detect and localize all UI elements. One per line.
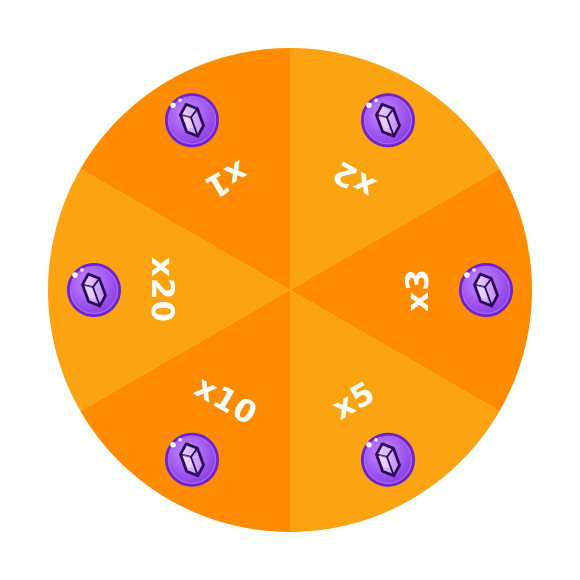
segment-multiplier-label: x3 — [400, 268, 436, 312]
wheel-segment-x20 — [47, 169, 290, 411]
purple-gem-coin-icon — [359, 91, 417, 149]
wheel-segment-x2 — [290, 48, 500, 290]
wheel-segment-x3 — [290, 169, 532, 411]
purple-gem-coin-icon — [359, 431, 417, 489]
segment-multiplier-label: x20 — [144, 257, 180, 323]
wheel-segment-x1 — [80, 48, 291, 290]
purple-gem-coin-icon — [457, 261, 515, 319]
purple-gem-coin-icon — [65, 261, 123, 319]
wheel-segment-x10 — [80, 290, 291, 532]
purple-gem-coin-icon — [163, 431, 221, 489]
wheel-segment-x5 — [290, 290, 500, 532]
purple-gem-coin-icon — [163, 91, 221, 149]
